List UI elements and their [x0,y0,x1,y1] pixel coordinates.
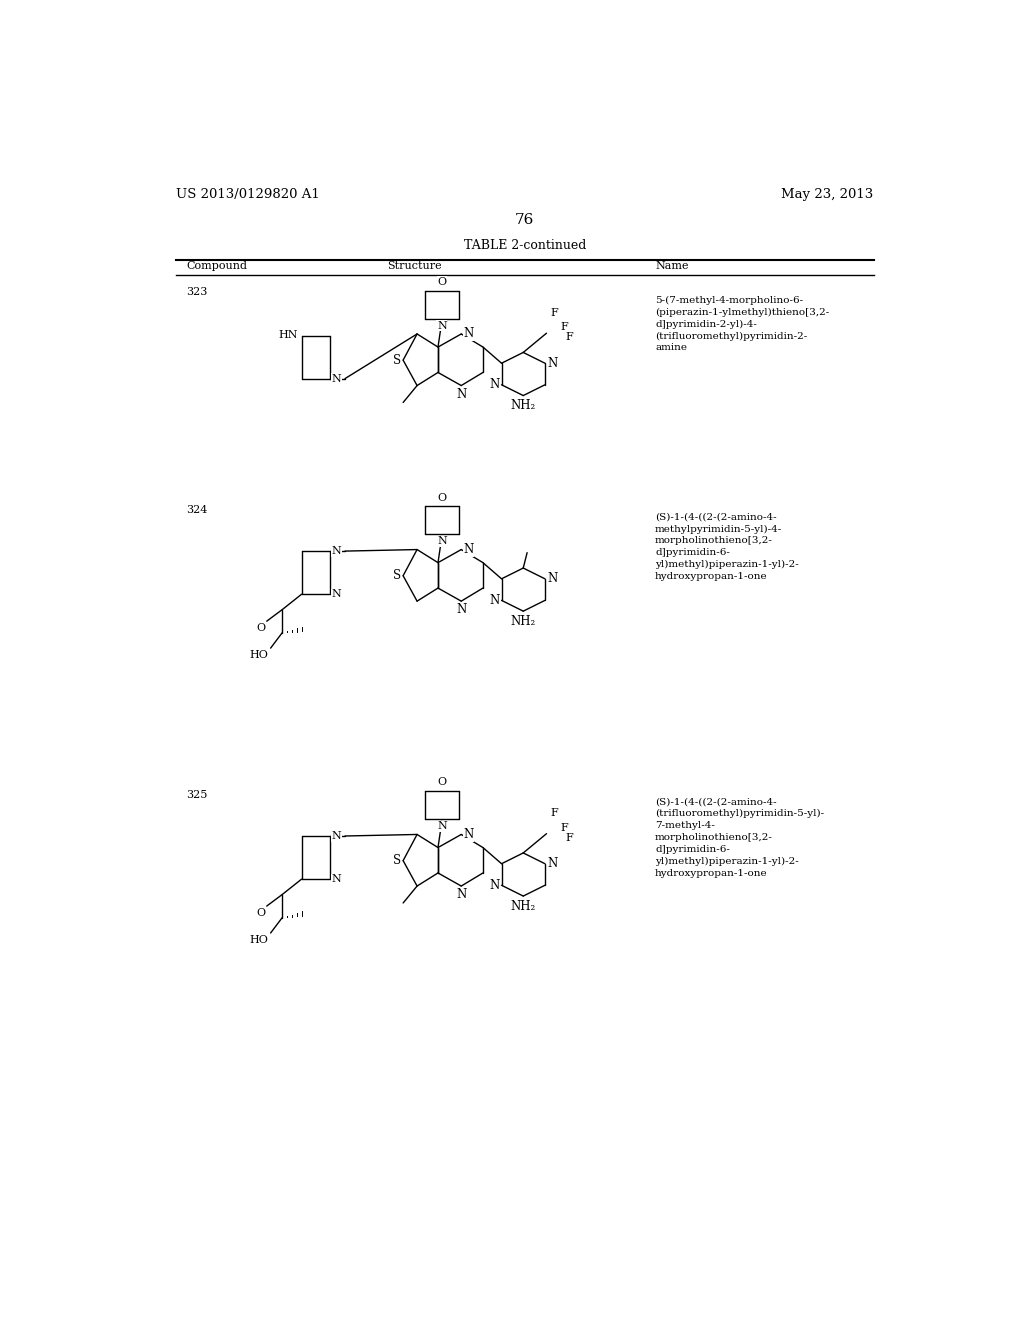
Text: (S)-1-(4-((2-(2-amino-4-
methylpyrimidin-5-yl)-4-
morpholinothieno[3,2-
d]pyrimi: (S)-1-(4-((2-(2-amino-4- methylpyrimidin… [655,512,799,581]
Text: (S)-1-(4-((2-(2-amino-4-
(trifluoromethyl)pyrimidin-5-yl)-
7-methyl-4-
morpholin: (S)-1-(4-((2-(2-amino-4- (trifluoromethy… [655,797,824,878]
Text: NH₂: NH₂ [511,615,536,628]
Text: HO: HO [250,935,268,945]
Text: US 2013/0129820 A1: US 2013/0129820 A1 [176,189,319,202]
Text: 323: 323 [186,288,208,297]
Text: O: O [256,908,265,919]
Text: O: O [437,777,446,788]
Text: N: N [489,594,500,607]
Text: N: N [332,832,342,841]
Text: 325: 325 [186,789,208,800]
Text: N: N [456,388,466,401]
Text: F: F [566,833,573,842]
Text: N: N [332,874,342,884]
Text: S: S [393,854,401,867]
Text: O: O [437,277,446,286]
Text: TABLE 2-continued: TABLE 2-continued [464,239,586,252]
Text: May 23, 2013: May 23, 2013 [781,189,873,202]
Text: F: F [550,808,558,818]
Text: O: O [256,623,265,634]
Text: N: N [489,379,500,391]
Text: N: N [437,821,446,832]
Text: O: O [437,492,446,503]
Text: N: N [437,536,446,546]
Text: N: N [332,589,342,599]
Text: N: N [332,546,342,556]
Text: N: N [547,573,557,585]
Text: NH₂: NH₂ [511,400,536,412]
Text: Compound: Compound [186,261,247,272]
Text: F: F [560,322,568,333]
Text: 5-(7-methyl-4-morpholino-6-
(piperazin-1-ylmethyl)thieno[3,2-
d]pyrimidin-2-yl)-: 5-(7-methyl-4-morpholino-6- (piperazin-1… [655,296,829,352]
Text: F: F [560,822,568,833]
Text: NH₂: NH₂ [511,900,536,913]
Text: N: N [464,327,474,341]
Text: N: N [332,374,342,384]
Text: Name: Name [655,261,688,272]
Text: F: F [566,333,573,342]
Text: N: N [464,828,474,841]
Text: N: N [456,603,466,616]
Text: N: N [437,321,446,331]
Text: N: N [489,879,500,892]
Text: 324: 324 [186,504,208,515]
Text: Structure: Structure [388,261,442,272]
Text: 76: 76 [515,213,535,227]
Text: N: N [456,888,466,902]
Text: N: N [464,543,474,556]
Text: N: N [547,356,557,370]
Text: S: S [393,569,401,582]
Text: F: F [550,308,558,318]
Text: N: N [547,857,557,870]
Text: HN: HN [279,330,298,341]
Text: S: S [393,354,401,367]
Text: HO: HO [250,649,268,660]
